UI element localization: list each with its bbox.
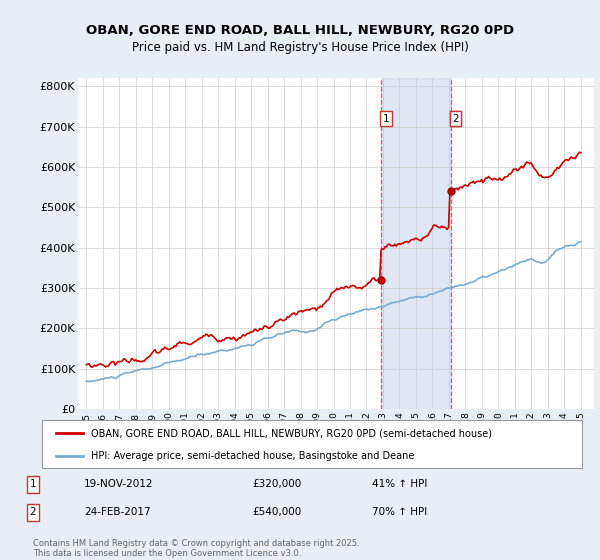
Text: 2: 2 <box>29 507 37 517</box>
Text: 1: 1 <box>29 479 37 489</box>
Text: 2: 2 <box>452 114 459 124</box>
Text: 70% ↑ HPI: 70% ↑ HPI <box>372 507 427 517</box>
Text: HPI: Average price, semi-detached house, Basingstoke and Deane: HPI: Average price, semi-detached house,… <box>91 451 414 461</box>
Bar <box>382 78 451 409</box>
Text: Price paid vs. HM Land Registry's House Price Index (HPI): Price paid vs. HM Land Registry's House … <box>131 41 469 54</box>
Text: £320,000: £320,000 <box>252 479 301 489</box>
Text: OBAN, GORE END ROAD, BALL HILL, NEWBURY, RG20 0PD (semi-detached house): OBAN, GORE END ROAD, BALL HILL, NEWBURY,… <box>91 428 491 438</box>
Text: £540,000: £540,000 <box>252 507 301 517</box>
Text: Contains HM Land Registry data © Crown copyright and database right 2025.
This d: Contains HM Land Registry data © Crown c… <box>33 539 359 558</box>
Text: 1: 1 <box>383 114 389 124</box>
Text: 24-FEB-2017: 24-FEB-2017 <box>84 507 151 517</box>
Text: 19-NOV-2012: 19-NOV-2012 <box>84 479 154 489</box>
Text: 2: 2 <box>452 114 459 124</box>
Text: OBAN, GORE END ROAD, BALL HILL, NEWBURY, RG20 0PD: OBAN, GORE END ROAD, BALL HILL, NEWBURY,… <box>86 24 514 38</box>
Text: 41% ↑ HPI: 41% ↑ HPI <box>372 479 427 489</box>
